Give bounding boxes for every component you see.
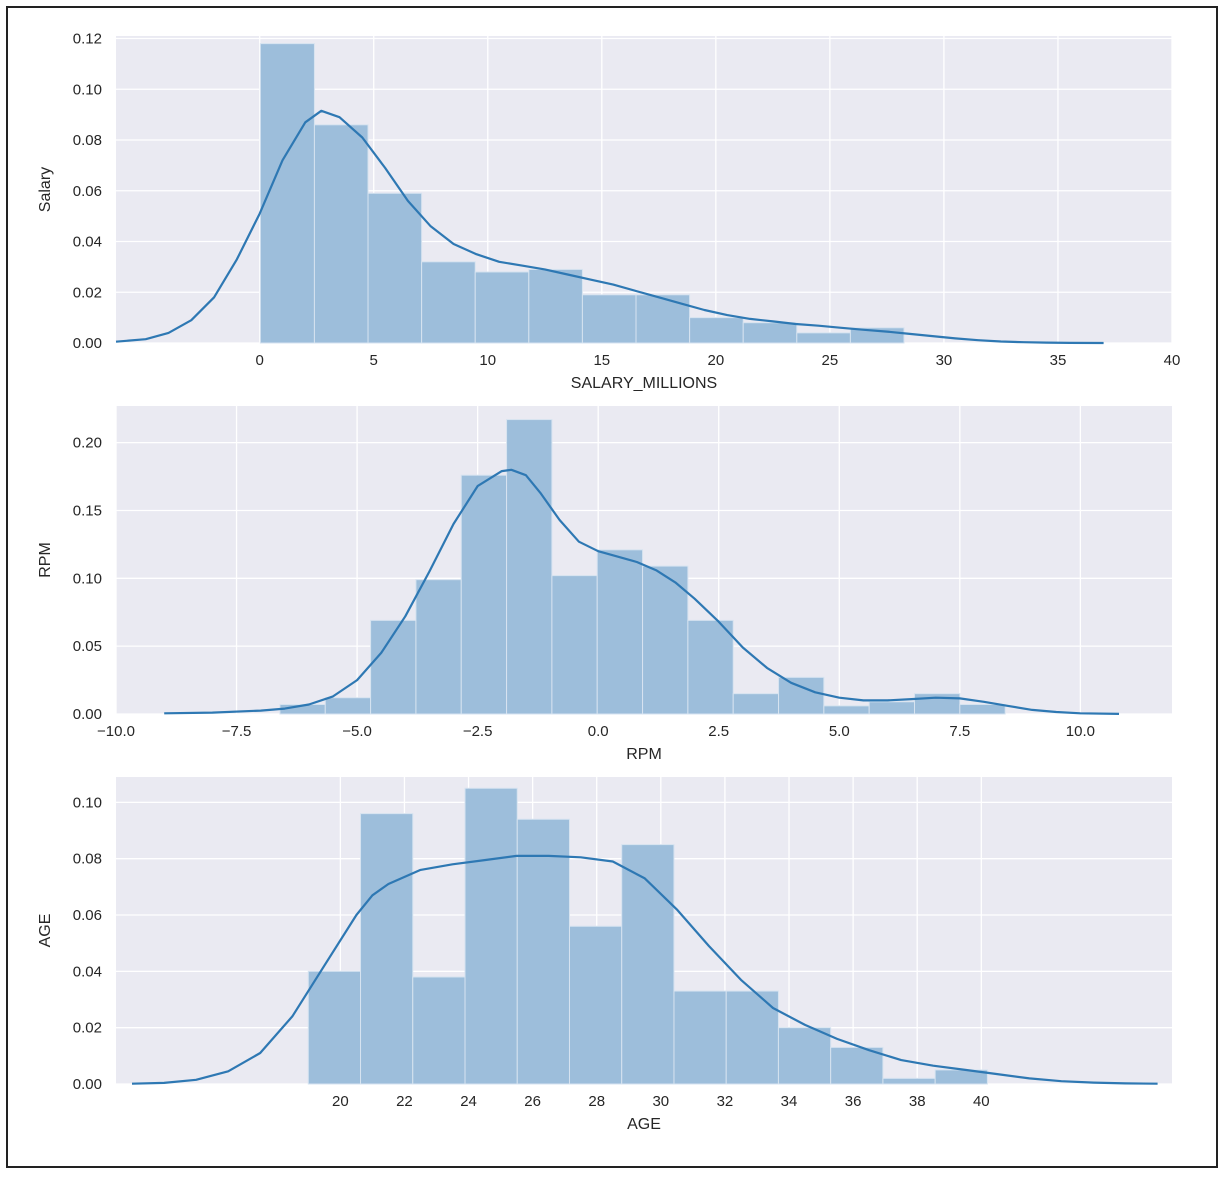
- x-tick-label: 30: [936, 352, 953, 369]
- histogram-bar: [689, 317, 744, 344]
- y-tick-label: 0.02: [73, 284, 102, 301]
- histogram-bar: [360, 813, 414, 1085]
- x-tick-label: 2.5: [708, 723, 729, 740]
- chart-panel-1: 0 5 10 15 20 25 30 35 40 0.00 0.02 0.04 0.06 0.08 0.10…: [37, 31, 1180, 392]
- y-tick-label: 0.15: [73, 502, 102, 519]
- histogram-bar: [778, 676, 825, 715]
- chart-panel-2: −10.0 −7.5 −5.0 −2.5 0.0 2.5 5.0 7.5 10.0 0.00 0.0…: [37, 406, 1172, 763]
- histogram-bar: [528, 268, 583, 344]
- y-tick-label: 0.12: [73, 31, 102, 48]
- x-axis-label: SALARY_MILLIONS: [571, 375, 717, 392]
- histogram-bar: [421, 261, 476, 344]
- x-tick-label: 35: [1050, 352, 1067, 369]
- x-tick-label: 0.0: [588, 723, 609, 740]
- histogram-bar: [307, 970, 362, 1085]
- histogram-bar: [830, 1046, 884, 1085]
- histogram-bar: [313, 124, 369, 344]
- histogram-bar: [474, 271, 530, 344]
- y-tick-label: 0.10: [73, 81, 102, 98]
- histogram-bar: [777, 1027, 832, 1085]
- x-tick-label: 7.5: [949, 723, 970, 740]
- y-tick-label: 0.06: [73, 907, 102, 924]
- x-axis-label: AGE: [627, 1116, 661, 1133]
- histogram-bar: [621, 844, 675, 1085]
- histogram-bar: [687, 619, 734, 715]
- kde-line: [131, 854, 1158, 1085]
- histogram-bar: [415, 579, 462, 715]
- kde-line: [164, 468, 1120, 715]
- x-tick-label: 5: [370, 352, 378, 369]
- x-tick-label: 40: [973, 1093, 990, 1110]
- y-tick-label: 0.20: [73, 435, 102, 452]
- histogram-bar: [596, 549, 644, 715]
- x-tick-label: 26: [524, 1093, 541, 1110]
- histogram-bar: [868, 701, 916, 715]
- histogram-bar: [673, 990, 727, 1085]
- histogram-bar: [568, 925, 623, 1085]
- x-tick-label: 30: [652, 1093, 669, 1110]
- y-tick-label: 0.02: [73, 1020, 102, 1037]
- x-tick-label: −10.0: [97, 723, 135, 740]
- y-tick-label: 0.05: [73, 638, 102, 655]
- y-tick-label: 0.04: [73, 963, 102, 980]
- y-axis-label: RPM: [37, 542, 54, 578]
- y-tick-label: 0.00: [73, 335, 102, 352]
- y-tick-label: 0.08: [73, 851, 102, 868]
- x-tick-label: 15: [593, 352, 610, 369]
- y-axis-label: AGE: [37, 914, 54, 948]
- x-tick-label: 32: [717, 1093, 734, 1110]
- histogram-bar: [732, 693, 780, 715]
- chart-panel-3: 20 22 24 26 28 30 32 34 36 38 40 0.00 0.02 0.04 0.06 0.…: [37, 777, 1172, 1133]
- histogram-bar: [642, 565, 689, 715]
- x-tick-label: 10.0: [1066, 723, 1095, 740]
- y-tick-label: 0.08: [73, 132, 102, 149]
- x-tick-label: 0: [256, 352, 264, 369]
- x-tick-label: 28: [588, 1093, 605, 1110]
- x-tick-label: −5.0: [342, 723, 372, 740]
- x-tick-label: 24: [460, 1093, 477, 1110]
- x-tick-label: −2.5: [463, 723, 493, 740]
- histogram-bar: [464, 787, 518, 1085]
- histogram-bar: [823, 705, 870, 715]
- histogram-bar: [959, 704, 1006, 715]
- histogram-bar: [412, 976, 466, 1085]
- histogram-bar: [882, 1077, 936, 1085]
- x-tick-label: −7.5: [222, 723, 252, 740]
- histogram-bar: [367, 192, 423, 344]
- histogram-bar: [742, 322, 798, 344]
- x-tick-label: 36: [845, 1093, 862, 1110]
- x-axis-label: RPM: [626, 746, 662, 763]
- x-tick-label: 5.0: [829, 723, 850, 740]
- histogram-bar: [796, 332, 851, 344]
- x-tick-label: 20: [332, 1093, 349, 1110]
- x-tick-label: 25: [822, 352, 839, 369]
- y-tick-label: 0.00: [73, 1076, 102, 1093]
- x-tick-label: 40: [1164, 352, 1181, 369]
- y-tick-label: 0.10: [73, 570, 102, 587]
- histogram-bar: [635, 294, 691, 344]
- y-tick-label: 0.10: [73, 794, 102, 811]
- histogram-bar: [581, 294, 637, 344]
- x-tick-label: 38: [909, 1093, 926, 1110]
- histogram-bar: [506, 419, 553, 715]
- x-tick-label: 10: [479, 352, 496, 369]
- histogram-bar: [551, 575, 598, 715]
- y-axis-label: Salary: [37, 167, 54, 212]
- y-tick-label: 0.00: [73, 706, 102, 723]
- histogram-bar: [324, 697, 372, 715]
- histogram-bar: [516, 818, 570, 1085]
- kde-line: [115, 109, 1104, 345]
- x-tick-label: 20: [708, 352, 725, 369]
- y-tick-label: 0.04: [73, 234, 102, 251]
- y-tick-label: 0.06: [73, 183, 102, 200]
- x-tick-label: 22: [396, 1093, 413, 1110]
- histogram-bar: [460, 474, 508, 715]
- x-tick-label: 34: [781, 1093, 798, 1110]
